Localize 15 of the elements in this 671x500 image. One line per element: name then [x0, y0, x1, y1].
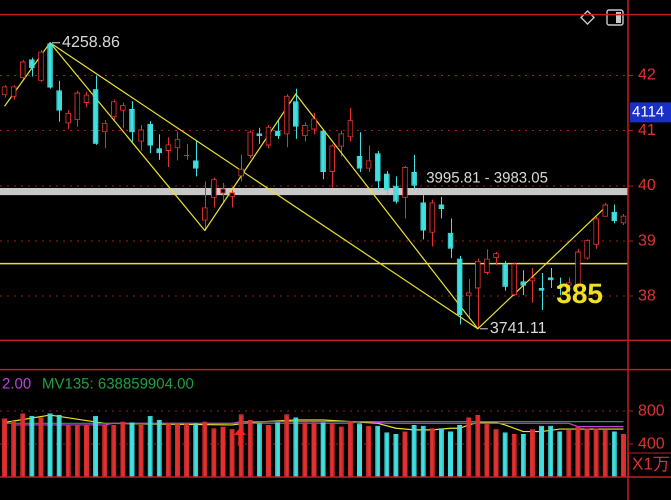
annotation: 4258.86 [62, 34, 120, 52]
y-axis-title: X1万 [632, 454, 670, 474]
y-tick-label: 42 [638, 66, 656, 84]
annotation: 3741.11 [490, 320, 547, 338]
y-tick-label: 40 [638, 177, 656, 194]
band-label: 3995.81 - 3983.05 [426, 170, 548, 187]
y-tick-label: 39 [638, 232, 656, 250]
annotation: MV135: 638859904.00 [42, 376, 194, 393]
y-tick-label: 800 [638, 402, 665, 420]
y-tick-label: 41 [638, 122, 656, 139]
annotation: 2.00 [2, 376, 32, 393]
text: 4114 [632, 103, 664, 120]
y-tick-label: 400 [638, 435, 665, 452]
y-tick-label: 38 [638, 288, 656, 305]
annotation: 385 [556, 278, 603, 310]
